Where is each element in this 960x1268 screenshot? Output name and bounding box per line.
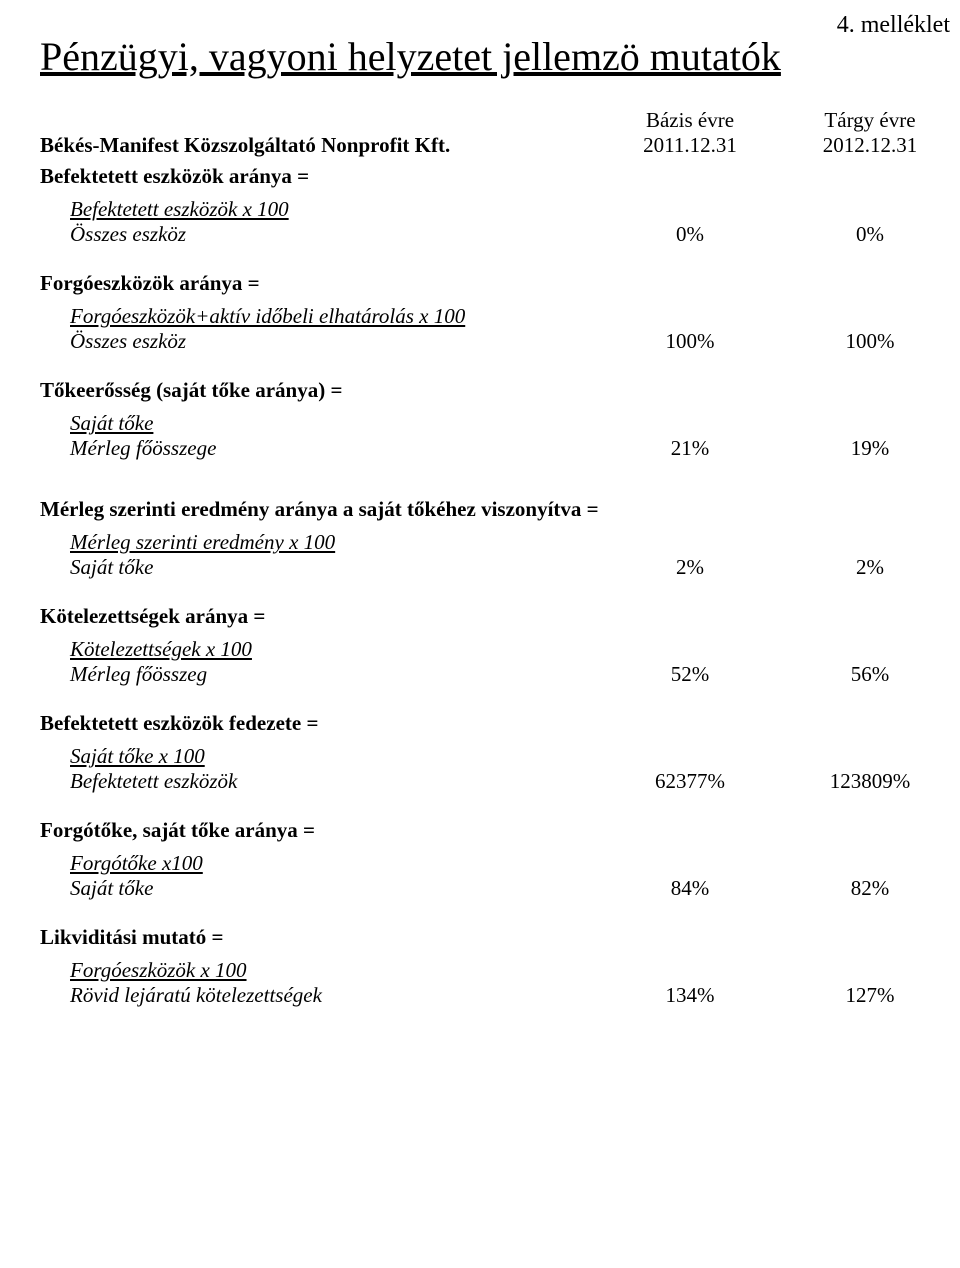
- target-value: 0%: [780, 222, 960, 247]
- base-year-label: Bázis évre: [646, 108, 734, 132]
- metric-numerator: Befektetett eszközök x 100: [70, 197, 600, 222]
- metric-denominator: Összes eszköz: [70, 329, 600, 354]
- target-value: 123809%: [780, 769, 960, 794]
- base-value: 2%: [600, 555, 780, 580]
- base-year-date: 2011.12.31: [643, 133, 737, 157]
- metric-denominator: Mérleg főösszeg: [70, 662, 600, 687]
- base-value: 62377%: [600, 769, 780, 794]
- metric-numerator: Saját tőke x 100: [70, 744, 600, 769]
- target-year-label: Tárgy évre: [824, 108, 915, 132]
- target-year-date: 2012.12.31: [823, 133, 918, 157]
- metric-row: Saját tőke x 100 Befektetett eszközök 62…: [40, 744, 956, 794]
- section-current-assets-ratio: Forgóeszközök aránya = Forgóeszközök+akt…: [40, 271, 956, 354]
- section-title: Likviditási mutató =: [40, 925, 520, 950]
- section-title: Tőkeerősség (saját tőke aránya) =: [40, 378, 520, 403]
- page: 4. melléklet Pénzügyi, vagyoni helyzetet…: [0, 0, 960, 1268]
- section-liabilities-ratio: Kötelezettségek aránya = Kötelezettségek…: [40, 604, 956, 687]
- target-value: 2%: [780, 555, 960, 580]
- section-working-capital-ratio: Forgótőke, saját tőke aránya = Forgótőke…: [40, 818, 956, 901]
- section-liquidity: Likviditási mutató = Forgóeszközök x 100…: [40, 925, 956, 1008]
- metric-numerator: Kötelezettségek x 100: [70, 637, 600, 662]
- metric-numerator: Mérleg szerinti eredmény x 100: [70, 530, 600, 555]
- target-value: 56%: [780, 662, 960, 687]
- section-title: Mérleg szerinti eredmény aránya a saját …: [40, 497, 600, 522]
- target-value: 127%: [780, 983, 960, 1008]
- metric-denominator: Befektetett eszközök: [70, 769, 600, 794]
- base-value: 100%: [600, 329, 780, 354]
- section-title: Forgótőke, saját tőke aránya =: [40, 818, 520, 843]
- base-value: 134%: [600, 983, 780, 1008]
- metric-row: Forgóeszközök+aktív időbeli elhatárolás …: [40, 304, 956, 354]
- metric-numerator: Forgóeszközök x 100: [70, 958, 600, 983]
- base-year-header: Bázis évre 2011.12.31: [600, 108, 780, 158]
- metric-numerator: Forgóeszközök+aktív időbeli elhatárolás …: [70, 304, 600, 329]
- header-row: Békés-Manifest Közszolgáltató Nonprofit …: [40, 108, 956, 158]
- section-invested-coverage: Befektetett eszközök fedezete = Saját tő…: [40, 711, 956, 794]
- section-capital-strength: Tőkeerősség (saját tőke aránya) = Saját …: [40, 378, 956, 461]
- metric-row: Forgótőke x100 Saját tőke 84% 82%: [40, 851, 956, 901]
- section-invested-assets-ratio: Befektetett eszközök aránya = Befektetet…: [40, 164, 956, 247]
- metric-row: Mérleg szerinti eredmény x 100 Saját tők…: [40, 530, 956, 580]
- target-year-header: Tárgy évre 2012.12.31: [780, 108, 960, 158]
- company-name: Békés-Manifest Közszolgáltató Nonprofit …: [40, 133, 600, 158]
- base-value: 0%: [600, 222, 780, 247]
- metric-row: Kötelezettségek x 100 Mérleg főösszeg 52…: [40, 637, 956, 687]
- section-title: Forgóeszközök aránya =: [40, 271, 520, 296]
- metric-row: Saját tőke Mérleg főösszege 21% 19%: [40, 411, 956, 461]
- metric-denominator: Összes eszköz: [70, 222, 600, 247]
- metric-denominator: Mérleg főösszege: [70, 436, 600, 461]
- metric-numerator: Forgótőke x100: [70, 851, 600, 876]
- section-balance-result-ratio: Mérleg szerinti eredmény aránya a saját …: [40, 497, 956, 580]
- target-value: 19%: [780, 436, 960, 461]
- base-value: 84%: [600, 876, 780, 901]
- target-value: 82%: [780, 876, 960, 901]
- metric-denominator: Rövid lejáratú kötelezettségek: [70, 983, 600, 1008]
- metric-denominator: Saját tőke: [70, 876, 600, 901]
- base-value: 52%: [600, 662, 780, 687]
- main-title: Pénzügyi, vagyoni helyzetet jellemzö mut…: [40, 33, 956, 80]
- target-value: 100%: [780, 329, 960, 354]
- section-title: Kötelezettségek aránya =: [40, 604, 520, 629]
- section-title: Befektetett eszközök fedezete =: [40, 711, 520, 736]
- metric-row: Forgóeszközök x 100 Rövid lejáratú kötel…: [40, 958, 956, 1008]
- metric-numerator: Saját tőke: [70, 411, 600, 436]
- metric-denominator: Saját tőke: [70, 555, 600, 580]
- base-value: 21%: [600, 436, 780, 461]
- section-title: Befektetett eszközök aránya =: [40, 164, 520, 189]
- metric-row: Befektetett eszközök x 100 Összes eszköz…: [40, 197, 956, 247]
